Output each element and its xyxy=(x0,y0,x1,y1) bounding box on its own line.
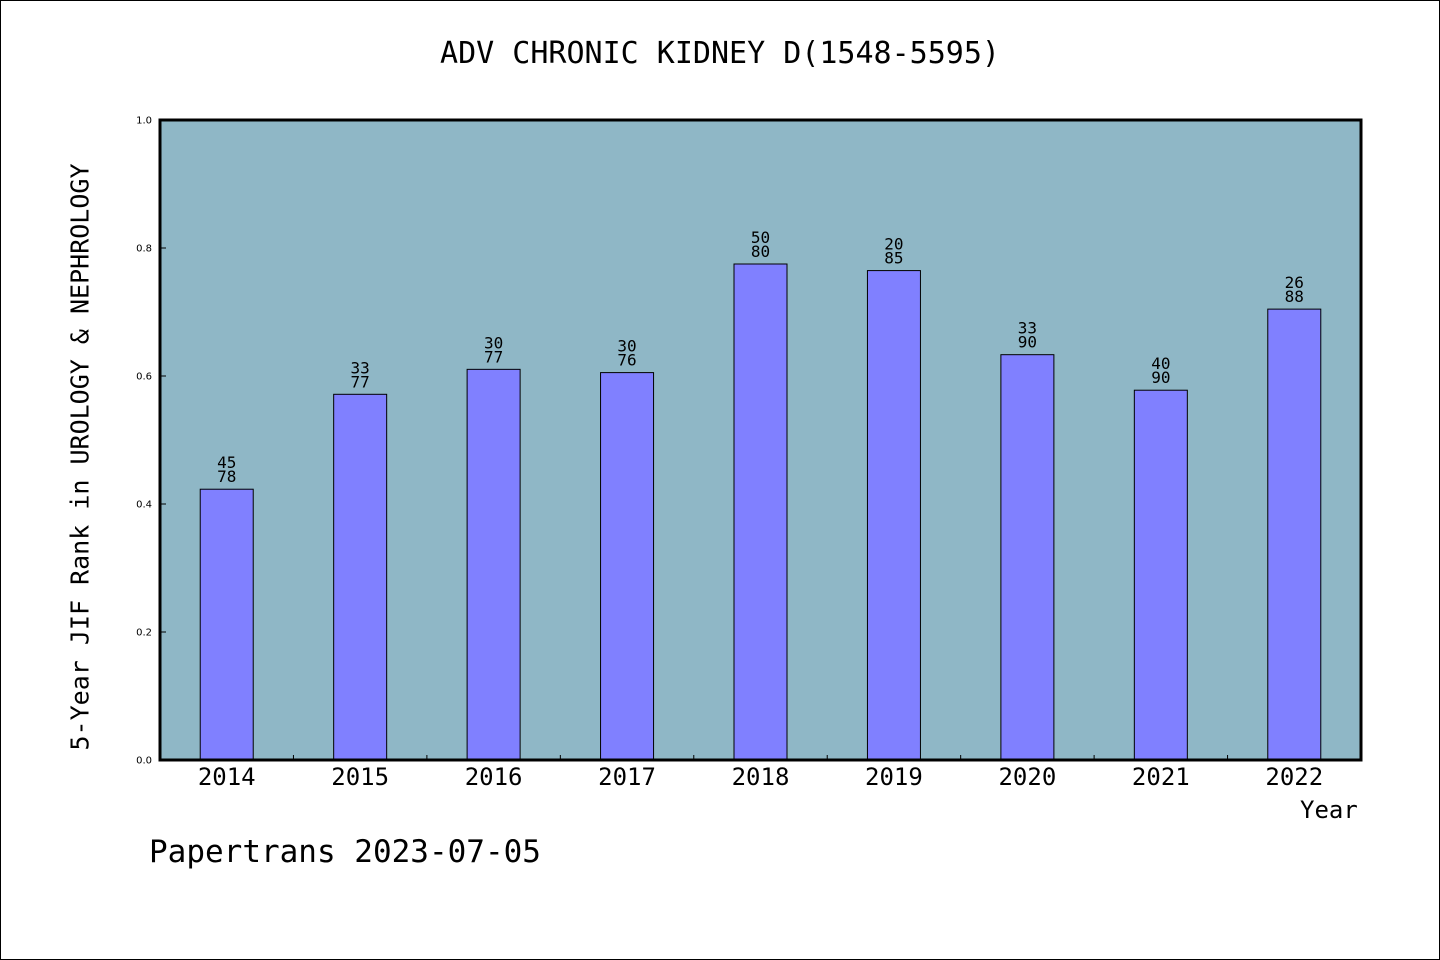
bar-2014 xyxy=(199,488,254,761)
bar-label-total-2016: 77 xyxy=(484,347,503,366)
bar-label-total-2015: 77 xyxy=(351,372,370,391)
bar-2016 xyxy=(466,368,521,761)
bar-2022 xyxy=(1267,308,1322,761)
bar-2019 xyxy=(866,270,921,761)
bars xyxy=(199,263,1322,761)
bar-label-total-2018: 80 xyxy=(751,242,770,261)
bar-label-total-2022: 88 xyxy=(1285,287,1304,306)
bar-label-total-2020: 90 xyxy=(1018,333,1037,352)
plot-border xyxy=(158,118,1363,762)
x-tick-label-2019: 2019 xyxy=(865,763,923,791)
bar-label-total-2014: 78 xyxy=(217,467,236,486)
bar-2021 xyxy=(1133,389,1188,761)
chart-title: ADV CHRONIC KIDNEY D(1548-5595) xyxy=(440,36,1000,71)
bar-label-rank-2020: 33 xyxy=(1018,319,1037,338)
y-tick-label-0.4: 0.4 xyxy=(136,500,152,511)
x-tick-label-2021: 2021 xyxy=(1132,763,1190,791)
bar-2018 xyxy=(733,263,788,761)
y-tick-label-0.6: 0.6 xyxy=(136,372,152,383)
x-tick-label-2015: 2015 xyxy=(331,763,389,791)
bar-label-rank-2015: 33 xyxy=(351,358,370,377)
y-tick-label-0.8: 0.8 xyxy=(136,244,152,255)
bar-label-rank-2014: 45 xyxy=(217,453,236,472)
y-tick-label-0.0: 0.0 xyxy=(136,756,152,767)
bar-2020 xyxy=(1000,354,1055,761)
y-tick-label-1.0: 1.0 xyxy=(136,116,152,127)
bar-2015 xyxy=(333,393,388,761)
bar-label-rank-2021: 40 xyxy=(1151,354,1170,373)
bar-label-total-2019: 85 xyxy=(884,249,903,268)
y-axis-label: 5-Year JIF Rank in UROLOGY & NEPHROLOGY xyxy=(65,163,95,751)
x-tick-label-2020: 2020 xyxy=(998,763,1056,791)
bar-label-total-2021: 90 xyxy=(1151,368,1170,387)
bar-2017 xyxy=(600,372,655,761)
bar-label-rank-2019: 20 xyxy=(884,235,903,254)
bar-label-total-2017: 76 xyxy=(617,351,636,370)
y-tick-label-0.2: 0.2 xyxy=(136,628,152,639)
x-tick-label-2014: 2014 xyxy=(198,763,256,791)
x-tick-label-2016: 2016 xyxy=(465,763,523,791)
axes: 2014 2015 2016 2017 2018 2019 2020 2021 2022 0.0 0… xyxy=(136,116,1363,791)
footer-watermark: Papertrans 2023-07-05 xyxy=(149,834,541,870)
bar-label-rank-2018: 50 xyxy=(751,228,770,247)
x-tick-label-2018: 2018 xyxy=(732,763,790,791)
bar-label-rank-2022: 26 xyxy=(1285,273,1304,292)
x-axis-label: Year xyxy=(1300,796,1358,824)
bar-label-rank-2016: 30 xyxy=(484,333,503,352)
bar-label-rank-2017: 30 xyxy=(617,337,636,356)
x-tick-label-2022: 2022 xyxy=(1265,763,1323,791)
x-tick-label-2017: 2017 xyxy=(598,763,656,791)
